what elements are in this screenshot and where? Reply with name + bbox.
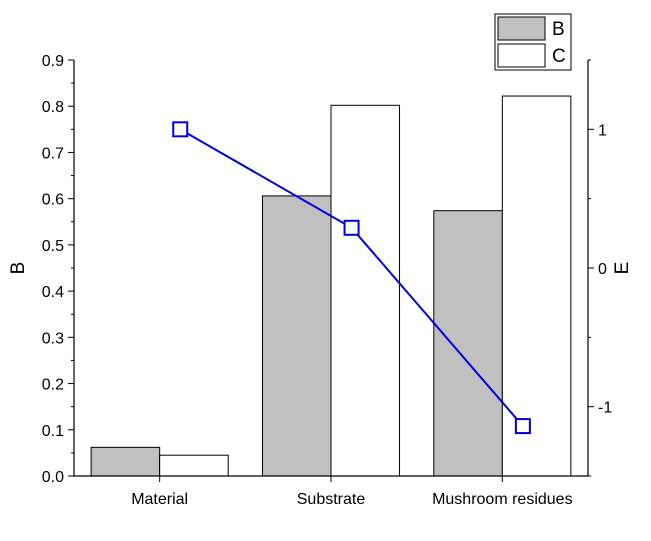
bar-b-0 <box>90 446 161 477</box>
line-point-2 <box>514 418 531 435</box>
y-tick-label: 0.2 <box>42 377 64 394</box>
x-tick-label: Material <box>131 491 188 508</box>
legend-label-c: C <box>552 46 566 67</box>
bars-layer <box>90 95 572 477</box>
line-series-layer <box>172 121 531 435</box>
bar-c-1 <box>330 104 401 477</box>
line-point-0 <box>172 121 189 138</box>
bar-c-2 <box>501 95 572 477</box>
y-tick-label: 0.8 <box>42 99 64 116</box>
y-tick-label: 0.5 <box>42 238 64 255</box>
y-tick-label: 0.9 <box>42 53 64 70</box>
y-tick-label: 0.3 <box>42 330 64 347</box>
bar-c-0 <box>159 454 229 477</box>
legend-swatch-b <box>497 16 546 41</box>
y2-tick-label: 0 <box>598 261 607 278</box>
y-tick-label: 0.4 <box>42 284 64 301</box>
legend-label-b: B <box>552 19 565 40</box>
x-tick-label: Mushroom residues <box>432 491 573 508</box>
y2-tick-label: -1 <box>598 400 612 417</box>
y-axis-label: B <box>8 262 29 275</box>
y-tick-label: 0.1 <box>42 423 64 440</box>
y2-tick-label: 1 <box>598 122 607 139</box>
y2-axis-label: E <box>612 262 633 275</box>
y-tick-label: 0.0 <box>42 469 64 486</box>
line-point-1 <box>343 219 360 236</box>
legend: B C <box>494 13 572 71</box>
y-tick-label: 0.6 <box>42 192 64 209</box>
x-tick-label: Substrate <box>297 491 366 508</box>
legend-swatch-c <box>497 43 546 68</box>
bar-b-2 <box>433 210 503 477</box>
axes-layer: 0.0 0.1 0.2 0.3 0.4 0.5 0.6 0.7 0.8 0.9 -1 0 1 Materi… <box>42 53 613 508</box>
bar-b-1 <box>261 195 332 477</box>
y-tick-label: 0.7 <box>42 145 64 162</box>
